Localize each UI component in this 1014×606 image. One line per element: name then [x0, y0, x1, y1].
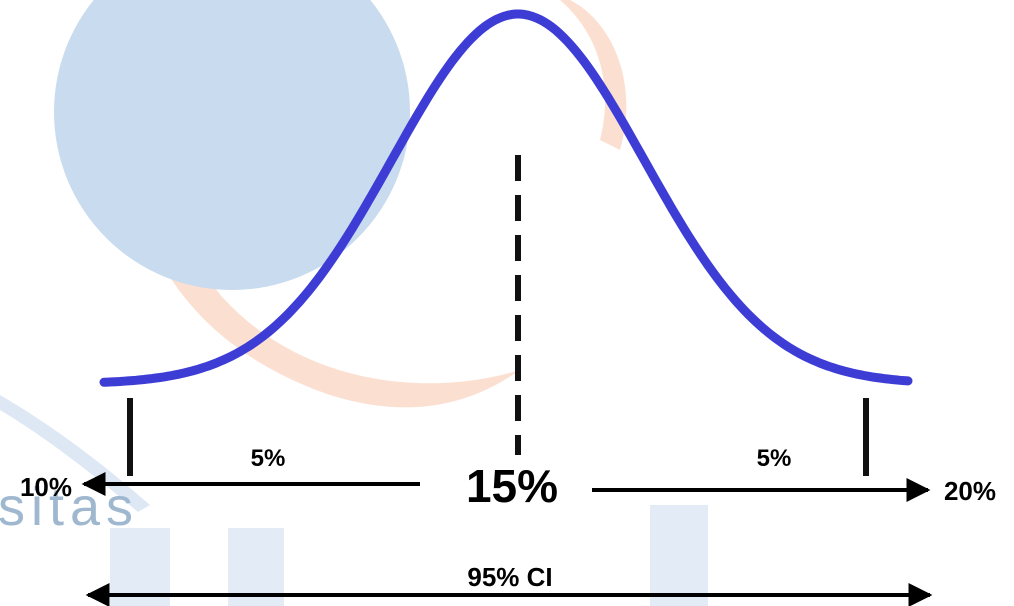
left-tail-label: 5% — [251, 445, 286, 472]
watermark-orange-arc — [128, 20, 521, 408]
watermark-text: sitas — [0, 477, 139, 537]
right-tail-label: 5% — [757, 445, 792, 472]
right-bound-label: 20% — [944, 476, 996, 506]
watermark-orange-arc-right — [560, 0, 627, 150]
watermark-blue-circle — [54, 0, 410, 290]
bell-curve — [99, 9, 913, 387]
ci-label: 95% CI — [467, 562, 552, 592]
center-value-label: 15% — [466, 460, 558, 512]
watermark-letter-block-3 — [650, 505, 708, 606]
left-bound-label: 10% — [20, 472, 72, 502]
